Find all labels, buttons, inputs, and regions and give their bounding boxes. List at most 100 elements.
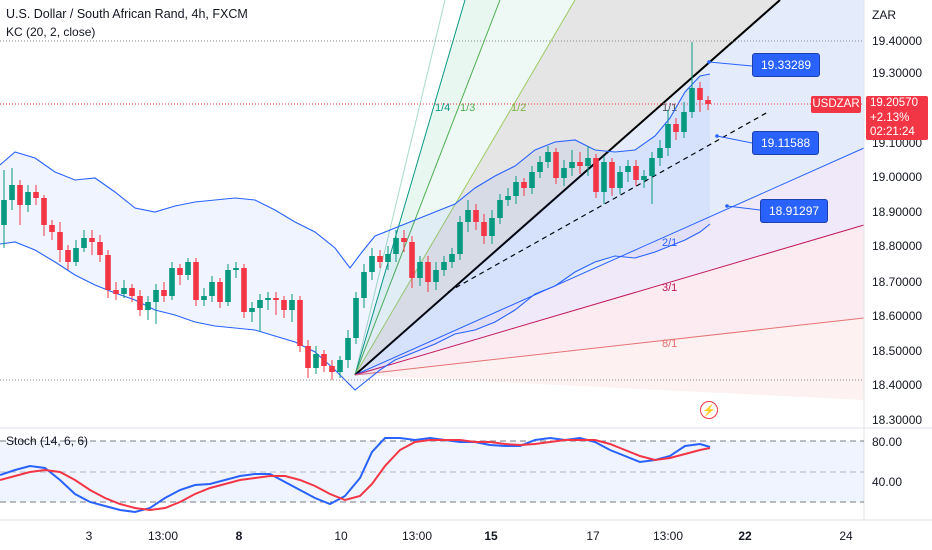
price-change: +2.13% — [870, 111, 910, 124]
candle-body — [569, 162, 575, 168]
candle-body — [617, 172, 623, 188]
candle-body — [105, 255, 111, 290]
candle-body — [681, 112, 687, 132]
candle-body — [433, 270, 439, 282]
fan-label-8-1: 8/1 — [662, 338, 677, 350]
time-tick: 17 — [586, 529, 600, 543]
price-tick: 18.70000 — [872, 275, 922, 289]
candle-body — [393, 238, 399, 254]
candle-body — [345, 338, 351, 360]
candle-body — [41, 198, 47, 225]
candle-body — [161, 290, 167, 296]
time-tick: 3 — [86, 529, 93, 543]
fan-line-1-8 — [354, 0, 446, 376]
candle-body — [65, 250, 71, 262]
fan-line-1-2 — [354, 0, 576, 376]
candle-body — [121, 288, 127, 294]
candle-body — [305, 346, 311, 368]
currency-label[interactable]: ZAR — [872, 8, 896, 22]
time-axis[interactable]: 3 13:00 8 10 13:00 15 17 13:00 22 24 — [86, 529, 853, 543]
fan-label-1-2: 1/2 — [511, 102, 526, 114]
candle-body — [513, 182, 519, 196]
candle-body — [465, 210, 471, 222]
candle-body — [369, 256, 375, 272]
candle-body — [1, 200, 7, 225]
candle-body — [577, 162, 583, 166]
price-axis[interactable]: 19.4000019.3000019.1000019.0000018.90000… — [872, 34, 922, 427]
candle-body — [145, 302, 151, 310]
candle-body — [481, 222, 487, 236]
fan-dashed-line — [447, 111, 769, 293]
candle-body — [401, 238, 407, 242]
lightning-icon[interactable]: ⚡ — [700, 401, 718, 419]
candle-body — [177, 268, 183, 275]
candle-body — [537, 162, 543, 172]
candle-body — [281, 300, 287, 310]
candle-body — [593, 158, 599, 192]
kc-indicator-label[interactable]: KC (20, 2, close) — [6, 25, 96, 39]
fan-line-3-1 — [354, 224, 865, 376]
candle-body — [529, 172, 535, 188]
candle-body — [457, 222, 463, 254]
candle-body — [257, 300, 263, 308]
candle-body — [561, 168, 567, 178]
price-tick: 18.60000 — [872, 309, 922, 323]
candle-body — [361, 272, 367, 298]
symbol-badge: USDZAR — [811, 96, 861, 113]
candle-body — [329, 366, 335, 372]
candle-body — [89, 238, 95, 242]
stoch-k-line — [0, 436, 711, 514]
kc-fill — [0, 74, 710, 390]
kc-upper-value[interactable]: 19.33289 — [752, 53, 821, 77]
fan-label-1-4: 1/4 — [435, 102, 450, 114]
keltner-channel — [0, 73, 711, 391]
fan-label-3-1: 3/1 — [662, 282, 677, 294]
fan-labels: 1/4 1/3 1/2 1/1 2/1 3/1 8/1 — [435, 102, 677, 350]
candle-body — [49, 225, 55, 232]
candle-body — [673, 124, 679, 132]
candle-body — [553, 152, 559, 178]
kc-lower-line — [0, 223, 711, 391]
candle-body — [385, 254, 391, 262]
fan-line-1-3 — [354, 0, 501, 376]
stoch-level-40: 40.00 — [872, 475, 902, 489]
time-tick: 24 — [839, 529, 853, 543]
candle-body — [209, 282, 215, 296]
kc-middle-value[interactable]: 19.11588 — [752, 131, 820, 155]
candle-body — [409, 242, 415, 278]
candle-body — [377, 256, 383, 262]
stoch-indicator-label[interactable]: Stoch (14, 6, 6) — [6, 434, 89, 448]
candle-body — [57, 232, 63, 250]
current-price-box: 19.20570 +2.13% 02:21:24 — [866, 96, 928, 140]
candle-body — [689, 88, 695, 112]
level-pointers — [707, 60, 761, 211]
candle-body — [417, 262, 423, 278]
candle-body — [545, 152, 551, 162]
kc-lower-value[interactable]: 18.91297 — [760, 199, 829, 223]
candle-body — [321, 354, 327, 366]
candle-body — [185, 262, 191, 275]
candle-body — [81, 238, 87, 248]
candle-body — [497, 200, 503, 218]
candle-body — [273, 298, 279, 300]
fan-line-2-1 — [354, 147, 865, 376]
candle-body — [449, 254, 455, 262]
price-tick: 18.80000 — [872, 239, 922, 253]
candle-body — [25, 192, 31, 205]
symbol-title[interactable]: U.S. Dollar / South African Rand, 4h, FX… — [6, 7, 248, 21]
candle-body — [129, 288, 135, 296]
time-tick: 13:00 — [148, 529, 178, 543]
candle-body — [657, 148, 663, 158]
price-tick: 18.50000 — [872, 344, 922, 358]
candle-body — [201, 296, 207, 300]
candle-body — [249, 308, 255, 312]
candle-body — [265, 298, 271, 300]
candle-body — [337, 360, 343, 372]
candle-body — [609, 162, 615, 188]
fan-label-2-1: 2/1 — [662, 237, 677, 249]
candle-body — [505, 196, 511, 200]
stoch-level-80: 80.00 — [872, 435, 902, 449]
kc-upper-line — [0, 73, 711, 269]
candle-body — [697, 88, 703, 100]
